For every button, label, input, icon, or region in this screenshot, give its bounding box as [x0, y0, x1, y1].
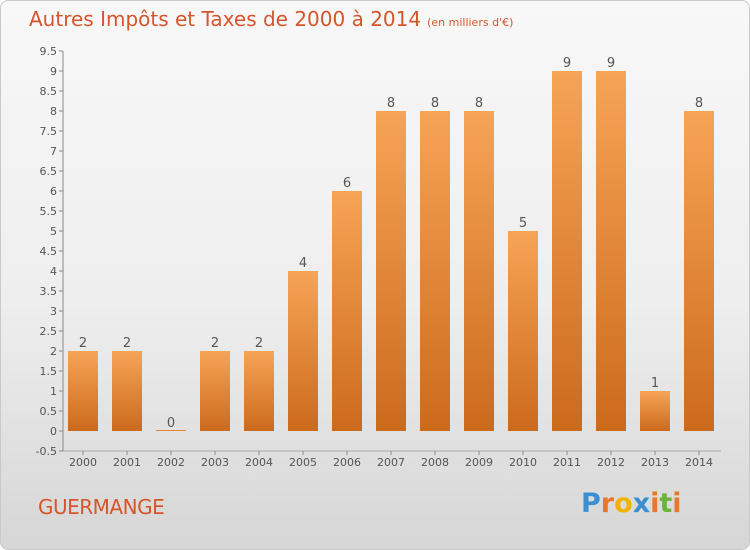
- logo-letter: t: [659, 488, 673, 519]
- y-tick-label: 1.5: [40, 365, 58, 378]
- logo-letter: i: [672, 488, 682, 519]
- y-tick-label: 4.5: [40, 245, 58, 258]
- bar: [420, 111, 450, 431]
- x-tick-label: 2004: [245, 456, 273, 469]
- x-tick-label: 2014: [685, 456, 713, 469]
- y-tick-label: 8.5: [40, 85, 58, 98]
- data-label: 8: [387, 96, 395, 111]
- x-tick-label: 2009: [465, 456, 493, 469]
- data-label: 2: [211, 336, 219, 351]
- data-label: 9: [563, 56, 571, 71]
- y-tick-label: 2.5: [40, 325, 58, 338]
- y-tick-label: 7.5: [40, 125, 58, 138]
- y-tick-label: 3.5: [40, 285, 58, 298]
- x-tick-label: 2010: [509, 456, 537, 469]
- bar: [68, 351, 98, 431]
- logo-letter: P: [581, 488, 601, 519]
- bar: [288, 271, 318, 431]
- data-label: 5: [519, 216, 527, 231]
- bar: [508, 231, 538, 431]
- data-label: 2: [123, 336, 131, 351]
- x-tick-label: 2001: [113, 456, 141, 469]
- y-tick-label: 9.5: [40, 45, 58, 58]
- axes: -0.5 0 0.5 1 1.5 2 2.5 3 3.5 4 4.5 5 5.5 6 6.5 7 7.5 8 8.5…: [36, 45, 721, 469]
- data-label: 6: [343, 176, 351, 191]
- x-tick-label: 2002: [157, 456, 185, 469]
- y-tick-label: 3: [50, 305, 57, 318]
- bars: 2 2 0 2 2 4 6 8 8 8 5 9 9 1 8: [68, 56, 714, 431]
- bar: [464, 111, 494, 431]
- bar: [684, 111, 714, 431]
- y-tick-label: 0.5: [40, 405, 58, 418]
- y-tick-label: 9: [50, 65, 57, 78]
- proxiti-logo: Proxiti: [581, 488, 682, 519]
- x-tick-label: 2006: [333, 456, 361, 469]
- data-label: 0: [167, 416, 175, 431]
- chart-title: Autres Impôts et Taxes de 2000 à 2014 (en…: [29, 7, 513, 31]
- y-tick-label: 0: [50, 425, 57, 438]
- y-tick-label: 6: [50, 185, 57, 198]
- logo-letter: o: [614, 488, 633, 519]
- bar: [640, 391, 670, 431]
- x-tick-label: 2003: [201, 456, 229, 469]
- y-tick-label: 5: [50, 225, 57, 238]
- logo-letter: i: [650, 488, 660, 519]
- x-tick-label: 2007: [377, 456, 405, 469]
- commune-name: GUERMANGE: [38, 495, 165, 519]
- y-tick-label: 5.5: [40, 205, 58, 218]
- x-tick-label: 2008: [421, 456, 449, 469]
- bar: [244, 351, 274, 431]
- bar: [112, 351, 142, 431]
- data-label: 9: [607, 56, 615, 71]
- logo-letter: r: [600, 488, 615, 519]
- y-tick-label: 2: [50, 345, 57, 358]
- y-tick-label: 6.5: [40, 165, 58, 178]
- data-label: 2: [79, 336, 87, 351]
- y-tick-label: 1: [50, 385, 57, 398]
- bar: [156, 430, 186, 431]
- y-tick-label: -0.5: [36, 445, 57, 458]
- y-tick-label: 7: [50, 145, 57, 158]
- chart-title-text: Autres Impôts et Taxes de 2000 à 2014: [29, 7, 422, 31]
- bar: [200, 351, 230, 431]
- chart-unit: (en milliers d'€): [427, 16, 514, 29]
- data-label: 2: [255, 336, 263, 351]
- y-tick-label: 8: [50, 105, 57, 118]
- x-tick-label: 2005: [289, 456, 317, 469]
- y-tick-label: 4: [50, 265, 57, 278]
- data-label: 8: [475, 96, 483, 111]
- logo-letter: x: [632, 488, 651, 519]
- x-tick-label: 2011: [553, 456, 581, 469]
- data-label: 4: [299, 256, 307, 271]
- bar: [552, 71, 582, 431]
- bar: [596, 71, 626, 431]
- bar: [332, 191, 362, 431]
- x-tick-label: 2013: [641, 456, 669, 469]
- data-label: 8: [695, 96, 703, 111]
- data-label: 1: [651, 376, 659, 391]
- data-label: 8: [431, 96, 439, 111]
- bar: [376, 111, 406, 431]
- x-tick-label: 2000: [69, 456, 97, 469]
- x-tick-label: 2012: [597, 456, 625, 469]
